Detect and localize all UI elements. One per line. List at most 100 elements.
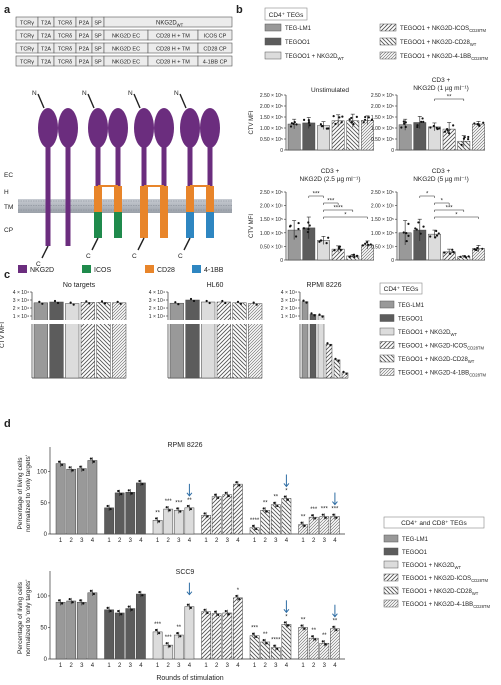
- legend-swatch-cd28: [145, 265, 154, 273]
- c-terminus-label: C: [132, 253, 137, 260]
- n-terminus-label: N: [32, 90, 37, 97]
- significance-label: ***: [165, 635, 173, 641]
- bar: [49, 301, 64, 379]
- y-tick-label: 2.50 × 10⁵: [371, 190, 394, 196]
- x-tick-label: 4: [333, 538, 337, 544]
- x-tick-label: 4: [91, 538, 95, 544]
- c-terminus-label: C: [36, 261, 41, 268]
- legend-swatch: [383, 560, 399, 569]
- data-point: [308, 224, 311, 227]
- data-point: [467, 135, 470, 139]
- cell-membrane: [18, 199, 232, 213]
- data-point: [283, 621, 286, 624]
- data-point: [68, 597, 71, 601]
- receptor-cytoplasmic: [114, 212, 122, 238]
- data-point: [192, 299, 196, 303]
- y-tick-label: 1.00 × 10⁵: [371, 231, 394, 237]
- significance-bracket: [434, 216, 479, 219]
- data-point: [364, 242, 367, 245]
- y-tick-label: 4 × 10⁴: [13, 290, 29, 296]
- legend-swatch-nkg2d: [18, 265, 27, 273]
- bar: [301, 301, 309, 379]
- data-point: [56, 301, 60, 305]
- data-point: [186, 504, 189, 508]
- receptor-cytoplasmic: [206, 212, 214, 238]
- significance-label: ****: [333, 206, 343, 212]
- x-tick-label: 2: [215, 663, 219, 669]
- x-tick-label: 1: [204, 663, 208, 669]
- legend-title-box: [379, 282, 423, 295]
- construct-segment-label: TCRγ: [20, 60, 34, 66]
- data-point: [370, 118, 374, 121]
- receptor-dimer: NC: [174, 90, 220, 260]
- y-tick-label: 1 × 10⁴: [13, 314, 29, 320]
- data-point: [476, 246, 479, 250]
- y-tick-label: 3 × 10⁴: [13, 298, 29, 304]
- data-point: [335, 516, 338, 519]
- n-terminus-label: N: [128, 90, 133, 97]
- x-tick-label: 3: [80, 538, 84, 544]
- data-point: [478, 124, 481, 127]
- construct-segment: [197, 29, 233, 41]
- x-tick-label: 2: [118, 663, 122, 669]
- data-point: [294, 235, 298, 238]
- data-point: [332, 513, 335, 516]
- x-tick-label: 1: [301, 538, 305, 544]
- significance-label: ***: [327, 199, 335, 205]
- receptor-dimer: NC: [32, 90, 78, 268]
- data-point: [362, 121, 365, 124]
- n-terminus-line: [133, 93, 141, 109]
- construct-segment-label: TCRγ: [20, 21, 34, 27]
- data-point: [307, 221, 310, 224]
- construct-segment-label: TCRγ: [20, 47, 34, 53]
- bar: [55, 463, 66, 535]
- data-point: [407, 222, 410, 225]
- panel-b-legend: CD4⁺ TEGs TEG-LM1 TEGOO1 TEGOO1 + NKG2DWT TE…: [264, 7, 488, 61]
- receptor-head: [38, 108, 58, 148]
- bar: [361, 120, 374, 151]
- receptor-cytoplasmic: [160, 212, 168, 238]
- data-point: [332, 625, 335, 628]
- chart-title: CD3 +: [432, 77, 451, 84]
- data-point: [273, 501, 276, 504]
- construct-segment-label: CD28 CP: [203, 47, 227, 53]
- significance-label: **: [447, 95, 452, 101]
- data-point: [297, 221, 300, 225]
- data-point: [429, 126, 432, 129]
- data-point: [58, 599, 61, 602]
- x-tick-label: 2: [312, 663, 316, 669]
- bar: [298, 627, 308, 660]
- data-point: [189, 507, 192, 511]
- significance-label: *: [455, 213, 458, 219]
- x-tick-label: 2: [167, 538, 171, 544]
- y-tick-label: 0.50 × 10⁵: [260, 137, 283, 143]
- chart-title: NKG2D (5 µg ml⁻¹): [413, 176, 469, 183]
- construct-segment-label: TCRγ: [20, 34, 34, 40]
- bar: [341, 372, 349, 379]
- y-tick-label: 4 × 10⁴: [149, 290, 165, 296]
- significance-label: **: [333, 619, 338, 625]
- data-point: [203, 512, 206, 515]
- data-point: [286, 624, 289, 627]
- significance-label: **: [263, 500, 268, 506]
- data-point: [302, 227, 306, 230]
- data-point: [214, 610, 217, 613]
- significance-label: ***: [446, 206, 454, 212]
- y-tick-label: 3 × 10⁴: [149, 298, 165, 304]
- receptor-stalk: [95, 146, 101, 186]
- data-point: [141, 483, 144, 486]
- panel-letter-c: c: [4, 269, 10, 281]
- data-point: [189, 297, 193, 301]
- bar: [163, 508, 174, 535]
- bar: [66, 468, 77, 535]
- data-point: [168, 645, 171, 648]
- bar: [270, 504, 281, 535]
- bar: [317, 315, 325, 379]
- data-point: [422, 120, 425, 123]
- x-tick-label: 3: [274, 538, 278, 544]
- data-point: [400, 126, 403, 129]
- receptor-hinge: [140, 186, 148, 212]
- n-terminus-label: N: [174, 90, 179, 97]
- chart-c-3: RPMI 8226 1 × 10⁴ 2 × 10⁴ 3 × 10⁴ 4 × 10⁴: [281, 282, 349, 379]
- data-point: [402, 120, 405, 123]
